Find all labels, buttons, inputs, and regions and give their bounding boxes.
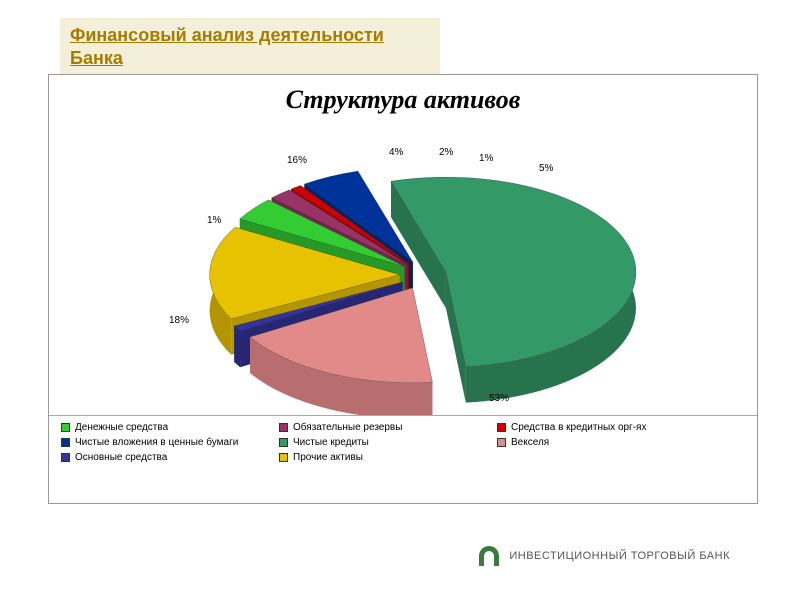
legend-label: Чистые кредиты — [293, 437, 369, 448]
legend-swatch — [279, 423, 288, 432]
legend-swatch — [61, 423, 70, 432]
pct-label: 2% — [439, 147, 453, 158]
legend-item: Денежные средства — [61, 422, 261, 433]
legend-label: Прочие активы — [293, 452, 363, 463]
legend-label: Основные средства — [75, 452, 167, 463]
legend-item: Векселя — [497, 437, 697, 448]
legend-swatch — [497, 423, 506, 432]
chart-title: Структура активов — [49, 85, 757, 115]
legend-item: Обязательные резервы — [279, 422, 479, 433]
page-title: Финансовый анализ деятельности Банка — [70, 25, 384, 68]
pct-label: 5% — [539, 163, 553, 174]
header-bar: Финансовый анализ деятельности Банка — [60, 18, 440, 74]
legend-swatch — [61, 438, 70, 447]
pie-area: 4% 2% 1% 5% 53% 18% 1% 16% — [49, 115, 757, 415]
pct-label: 53% — [489, 393, 509, 404]
legend-swatch — [279, 453, 288, 462]
legend-item: Чистые кредиты — [279, 437, 479, 448]
legend-swatch — [279, 438, 288, 447]
legend-item: Средства в кредитных орг-ях — [497, 422, 697, 433]
legend-swatch — [61, 453, 70, 462]
legend-label: Обязательные резервы — [293, 422, 402, 433]
legend-item: Основные средства — [61, 452, 261, 463]
footer-brand-text: ИНВЕСТИЦИОННЫЙ ТОРГОВЫЙ БАНК — [509, 550, 730, 562]
pct-label: 4% — [389, 147, 403, 158]
legend-label: Средства в кредитных орг-ях — [511, 422, 646, 433]
legend: Денежные средства Обязательные резервы Сре… — [49, 415, 757, 477]
pct-label: 1% — [207, 215, 221, 226]
legend-label: Векселя — [511, 437, 549, 448]
logo-arch-icon — [475, 542, 503, 570]
pct-label: 16% — [287, 155, 307, 166]
legend-label: Чистые вложения в ценные бумаги — [75, 437, 238, 448]
chart-frame: Структура активов 4% 2% 1% 5% 53% 18% 1% 16% Де… — [48, 74, 758, 504]
pie-3d — [93, 115, 713, 415]
legend-item: Прочие активы — [279, 452, 479, 463]
pct-label: 18% — [169, 315, 189, 326]
legend-item: Чистые вложения в ценные бумаги — [61, 437, 261, 448]
legend-swatch — [497, 438, 506, 447]
pct-label: 1% — [479, 153, 493, 164]
footer-logo: ИНВЕСТИЦИОННЫЙ ТОРГОВЫЙ БАНК — [475, 542, 730, 570]
legend-label: Денежные средства — [75, 422, 168, 433]
